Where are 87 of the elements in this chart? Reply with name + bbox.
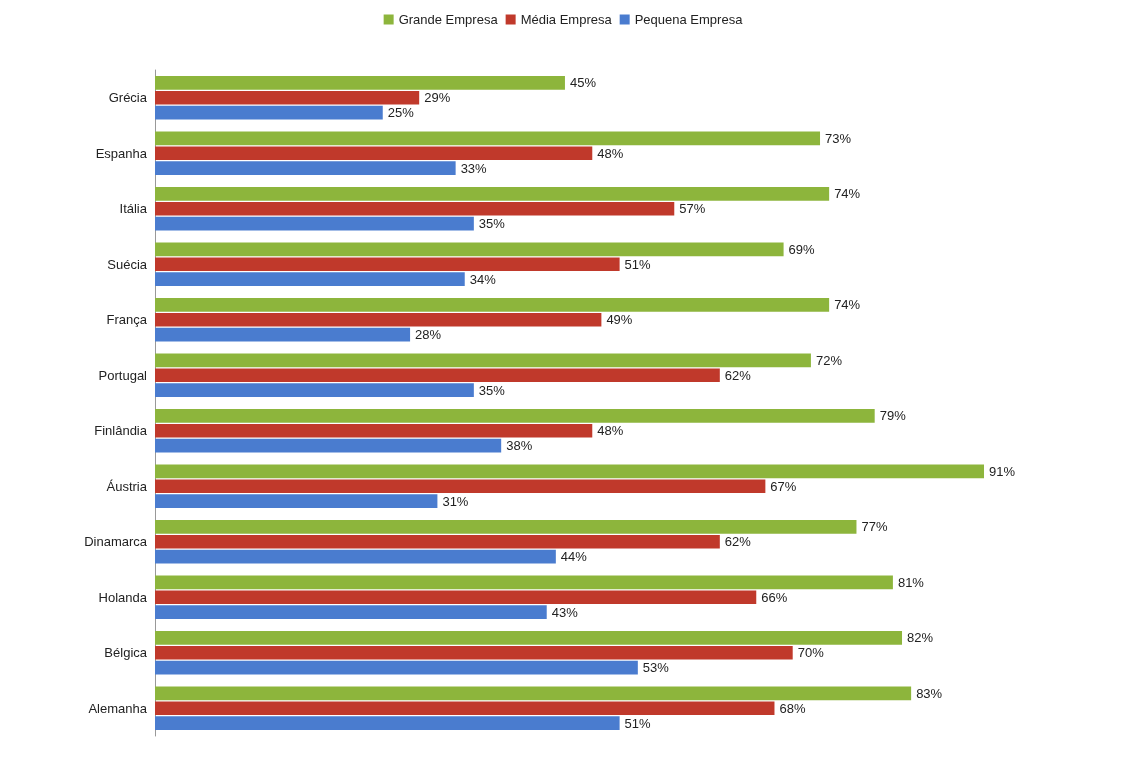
y-tick-label: Bélgica — [104, 645, 148, 661]
bar — [155, 605, 547, 619]
data-label: 43% — [551, 604, 579, 620]
y-tick-label: França — [106, 312, 148, 328]
data-label: 83% — [916, 685, 943, 701]
bar — [155, 549, 556, 564]
data-label: 68% — [779, 700, 806, 716]
bar — [155, 105, 383, 120]
bar — [155, 575, 893, 590]
data-label: 34% — [469, 271, 497, 287]
data-label: 28% — [415, 327, 442, 343]
bar — [155, 631, 903, 645]
y-tick-label: Holanda — [98, 589, 148, 605]
bar — [155, 272, 465, 286]
data-label: 38% — [506, 438, 533, 454]
data-label: 33% — [460, 160, 488, 176]
y-tick-label: Espanha — [95, 145, 148, 161]
bar — [155, 312, 602, 327]
y-tick-label: Itália — [119, 201, 148, 217]
bar — [155, 479, 766, 494]
bar — [155, 90, 420, 105]
data-label: 44% — [560, 549, 588, 565]
data-label: 62% — [724, 534, 752, 550]
data-label: 35% — [478, 216, 506, 232]
bar — [155, 187, 830, 201]
bar — [155, 146, 593, 161]
data-label: 72% — [815, 352, 843, 368]
bar — [155, 216, 474, 231]
bar — [155, 383, 474, 397]
data-label: 67% — [770, 478, 797, 494]
bar — [155, 438, 502, 453]
data-label: 81% — [897, 574, 925, 590]
data-label: 53% — [642, 660, 670, 676]
bar — [155, 686, 912, 701]
bar — [155, 161, 456, 175]
data-label: 91% — [989, 463, 1016, 479]
bar — [155, 327, 411, 342]
data-label: 66% — [761, 589, 788, 605]
legend-label: Média Empresa — [520, 12, 613, 27]
data-label: 79% — [879, 408, 907, 424]
y-tick-label: Grécia — [108, 90, 148, 106]
data-label: 69% — [788, 241, 816, 257]
data-label: 70% — [797, 645, 825, 661]
data-label: 29% — [424, 90, 451, 106]
data-label: 31% — [442, 493, 469, 509]
bar — [155, 464, 985, 479]
bar — [155, 701, 775, 716]
data-label: 82% — [907, 630, 934, 646]
data-label: 25% — [387, 105, 415, 121]
y-tick-label: Dinamarca — [84, 534, 148, 550]
bar — [155, 353, 811, 368]
bar — [155, 242, 784, 257]
bar — [155, 520, 857, 534]
bar — [155, 201, 675, 216]
data-label: 51% — [624, 715, 652, 731]
data-label: 74% — [834, 297, 861, 313]
y-tick-label: Finlândia — [94, 423, 148, 439]
data-label: 49% — [606, 312, 633, 328]
data-label: 73% — [825, 130, 852, 146]
y-tick-label: Áustria — [106, 478, 148, 494]
data-label: 35% — [478, 382, 506, 398]
data-label: 57% — [679, 201, 706, 217]
legend-label: Grande Empresa — [398, 12, 499, 27]
bar — [155, 423, 593, 438]
bar — [155, 660, 638, 675]
bar — [155, 534, 720, 549]
data-label: 48% — [597, 423, 624, 439]
y-tick-label: Portugal — [98, 367, 148, 383]
data-label: 74% — [834, 186, 861, 202]
data-label: 48% — [597, 145, 624, 161]
bar — [155, 645, 793, 660]
data-label: 62% — [724, 367, 752, 383]
bar — [155, 409, 875, 423]
bar — [155, 368, 720, 383]
bar — [155, 590, 757, 605]
bar — [155, 298, 830, 312]
data-label: 77% — [861, 519, 888, 535]
y-tick-label: Alemanha — [88, 700, 148, 716]
bar — [155, 76, 565, 90]
data-label: 45% — [569, 75, 597, 91]
bar — [155, 131, 821, 146]
bar — [155, 716, 620, 730]
bar — [155, 257, 620, 272]
legend-label: Pequena Empresa — [634, 12, 744, 27]
data-label: 51% — [624, 256, 652, 272]
y-tick-label: Suécia — [107, 256, 148, 272]
bar — [155, 494, 438, 508]
